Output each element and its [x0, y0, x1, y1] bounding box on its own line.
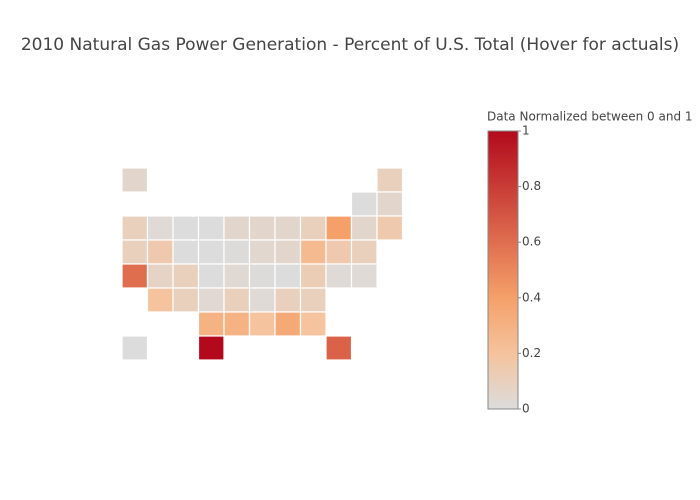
state — [121, 167, 149, 193]
state — [350, 263, 378, 289]
state — [248, 311, 276, 337]
state — [299, 263, 327, 289]
state — [146, 239, 174, 265]
state — [197, 239, 225, 265]
state — [248, 263, 276, 289]
state — [350, 191, 378, 217]
state — [350, 215, 378, 241]
state — [248, 215, 276, 241]
colorbar-tick-label: 0.4 — [522, 290, 541, 304]
state — [248, 287, 276, 313]
state — [223, 311, 251, 337]
state — [121, 335, 149, 361]
state — [248, 239, 276, 265]
colorbar-tick-label: 0 — [522, 402, 530, 416]
state — [299, 287, 327, 313]
state — [223, 287, 251, 313]
state — [197, 335, 225, 361]
chart-title: 2010 Natural Gas Power Generation - Perc… — [21, 35, 679, 55]
state — [172, 263, 200, 289]
state — [146, 215, 174, 241]
colorbar-tick-label: 1 — [522, 124, 530, 138]
state — [172, 215, 200, 241]
state — [274, 311, 302, 337]
state — [197, 263, 225, 289]
colorbar — [487, 130, 519, 410]
colorbar-tick-label: 0.8 — [522, 179, 541, 193]
state — [325, 215, 353, 241]
state — [274, 263, 302, 289]
state — [325, 263, 353, 289]
colorbar-tick-label: 0.6 — [522, 235, 541, 249]
state — [146, 263, 174, 289]
state — [299, 215, 327, 241]
colorbar-tick-label: 0.2 — [522, 346, 541, 360]
state — [146, 287, 174, 313]
state — [121, 263, 149, 289]
state — [274, 239, 302, 265]
state — [274, 215, 302, 241]
state — [325, 335, 353, 361]
state — [223, 239, 251, 265]
state — [197, 215, 225, 241]
state — [172, 239, 200, 265]
state — [376, 215, 404, 241]
state — [223, 215, 251, 241]
state — [223, 263, 251, 289]
state — [350, 239, 378, 265]
state — [299, 239, 327, 265]
state — [376, 167, 404, 193]
state — [274, 287, 302, 313]
state — [197, 287, 225, 313]
colorbar-title: Data Normalized between 0 and 1 — [487, 110, 693, 124]
state — [197, 311, 225, 337]
state — [299, 311, 327, 337]
state — [376, 191, 404, 217]
state — [325, 239, 353, 265]
state — [121, 239, 149, 265]
state — [172, 287, 200, 313]
state — [121, 215, 149, 241]
